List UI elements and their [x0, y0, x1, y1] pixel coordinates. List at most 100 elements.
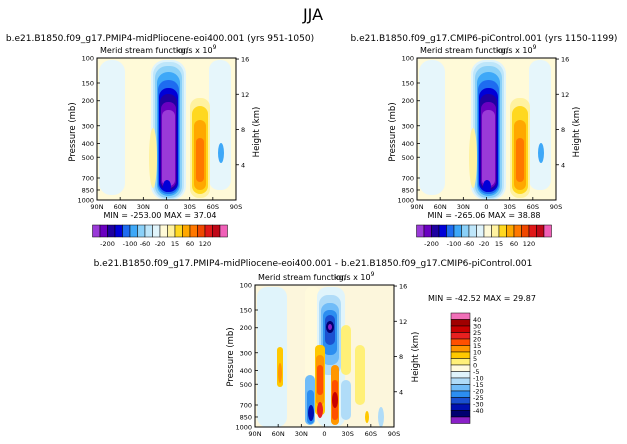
contour-band	[317, 365, 323, 395]
colorbar-swatch	[446, 224, 455, 238]
height-tick-label: 16	[241, 56, 249, 64]
contour-band	[149, 128, 157, 188]
colorbar-swatch	[219, 224, 228, 238]
height-tick-label: 4	[561, 161, 565, 169]
colorbar-label: -200	[424, 240, 439, 248]
panel-midpliocene: b.e21.B1850.f09_g17.PMIP4-midPliocene-eo…	[6, 34, 314, 248]
y-tick-label: 850	[82, 186, 94, 194]
colorbar-label: 15	[495, 240, 503, 248]
colorbar-label: 10	[473, 349, 481, 357]
contour-band	[196, 138, 204, 182]
colorbar-label: -200	[100, 240, 115, 248]
height-tick-label: 16	[399, 283, 407, 291]
contour-band	[332, 392, 338, 408]
y-tick-label: 500	[82, 154, 94, 162]
colorbar-label: 0	[473, 362, 477, 370]
x-tick-label: 0	[322, 430, 326, 438]
colorbar-label: -30	[473, 401, 484, 409]
colorbar-label: 120	[523, 240, 535, 248]
contour-band	[516, 138, 524, 182]
x-tick-label: 60N	[434, 203, 447, 211]
colorbar-label: 25	[473, 329, 481, 337]
contour-band	[163, 180, 171, 192]
y-tick-label: 200	[240, 324, 252, 332]
colorbar-swatch	[483, 224, 492, 238]
y-tick-label: 1000	[397, 197, 414, 205]
y-tick-label: 850	[402, 186, 414, 194]
colorbar-label: -15	[473, 381, 484, 389]
contour-band	[529, 60, 551, 190]
y-tick-label: 400	[402, 140, 414, 148]
y-tick-label: 100	[82, 55, 94, 63]
contour-band	[341, 380, 351, 420]
y-tick-label: 100	[240, 282, 252, 290]
colorbar-swatch	[450, 325, 471, 333]
colorbar-label: 40	[473, 316, 481, 324]
colorbar-label: -20	[473, 388, 484, 396]
colorbar-swatch	[450, 377, 471, 385]
x-tick-label: 90S	[550, 203, 562, 211]
x-tick-label: 60N	[272, 430, 285, 438]
colorbar-swatch	[468, 224, 477, 238]
contour-band	[482, 110, 495, 186]
height-tick-label: 16	[561, 56, 569, 64]
colorbar-label: -40	[473, 407, 484, 415]
contour-band	[365, 411, 369, 423]
units-label: kg/s x 109	[496, 44, 537, 55]
contour-band	[469, 128, 477, 188]
y-tick-label: 700	[82, 175, 94, 183]
colorbar-swatch	[450, 332, 471, 340]
contour-band	[328, 324, 332, 330]
x-tick-label: 60N	[114, 203, 127, 211]
height-axis-label: Height (km)	[572, 107, 582, 158]
y-tick-label: 200	[82, 97, 94, 105]
y-tick-label: 100	[402, 55, 414, 63]
min-max-label: MIN = -253.00 MAX = 37.04	[103, 211, 216, 220]
colorbar-swatch	[536, 224, 545, 238]
y-tick-label: 700	[402, 175, 414, 183]
colorbar-swatch	[152, 224, 161, 238]
y-tick-label: 300	[240, 349, 252, 357]
x-tick-label: 90N	[410, 203, 423, 211]
y-tick-label: 500	[402, 154, 414, 162]
height-tick-label: 12	[561, 91, 569, 99]
y-tick-label: 700	[240, 402, 252, 410]
axes: 90N 60N 30N 0 30S 60S 90S 100 150 200 300 400 500 700…	[235, 282, 407, 439]
y-tick-label: 400	[82, 140, 94, 148]
y-tick-label: 850	[240, 413, 252, 421]
min-max-label: MIN = -265.06 MAX = 38.88	[427, 211, 540, 220]
colorbar-swatch	[450, 338, 471, 346]
colorbar-label: -60	[140, 240, 151, 248]
colorbar-swatch	[450, 416, 471, 424]
colorbar-label: -100	[123, 240, 138, 248]
x-tick-label: 0	[164, 203, 168, 211]
x-tick-label: 30S	[341, 430, 353, 438]
colorbar-swatch	[197, 224, 206, 238]
colorbar-swatch	[450, 371, 471, 379]
axes: 90N 60N 30N 0 30S 60S 90S 100 150 200 300 400 500 700…	[77, 55, 249, 212]
contour-band	[308, 405, 314, 421]
colorbar-swatch	[174, 224, 183, 238]
colorbar-swatch	[498, 224, 507, 238]
contour-band	[341, 325, 351, 375]
contour-band	[378, 407, 384, 427]
panel-title: b.e21.B1850.f09_g17.PMIP4-midPliocene-eo…	[6, 34, 314, 44]
colorbar-label: 15	[171, 240, 179, 248]
colorbar-swatch	[416, 224, 425, 238]
x-tick-label: 30S	[183, 203, 195, 211]
y-tick-label: 300	[402, 122, 414, 130]
colorbar-label: -20	[155, 240, 166, 248]
colorbar-label: 5	[473, 355, 477, 363]
colorbar-swatch	[450, 403, 471, 411]
y-axis-label: Pressure (mb)	[226, 327, 236, 386]
contour-band	[317, 402, 323, 418]
colorbar-swatch	[129, 224, 138, 238]
colorbar: -200 -100 -60 -20 15 60 120	[92, 224, 228, 248]
height-tick-label: 12	[241, 91, 249, 99]
colorbar-swatch	[114, 224, 123, 238]
panel-picontrol: b.e21.B1850.f09_g17.CMIP6-piControl.001 …	[351, 34, 618, 248]
x-tick-label: 30N	[295, 430, 308, 438]
colorbar-swatch	[204, 224, 213, 238]
contour-fill	[257, 287, 384, 427]
colorbar-swatch	[528, 224, 537, 238]
